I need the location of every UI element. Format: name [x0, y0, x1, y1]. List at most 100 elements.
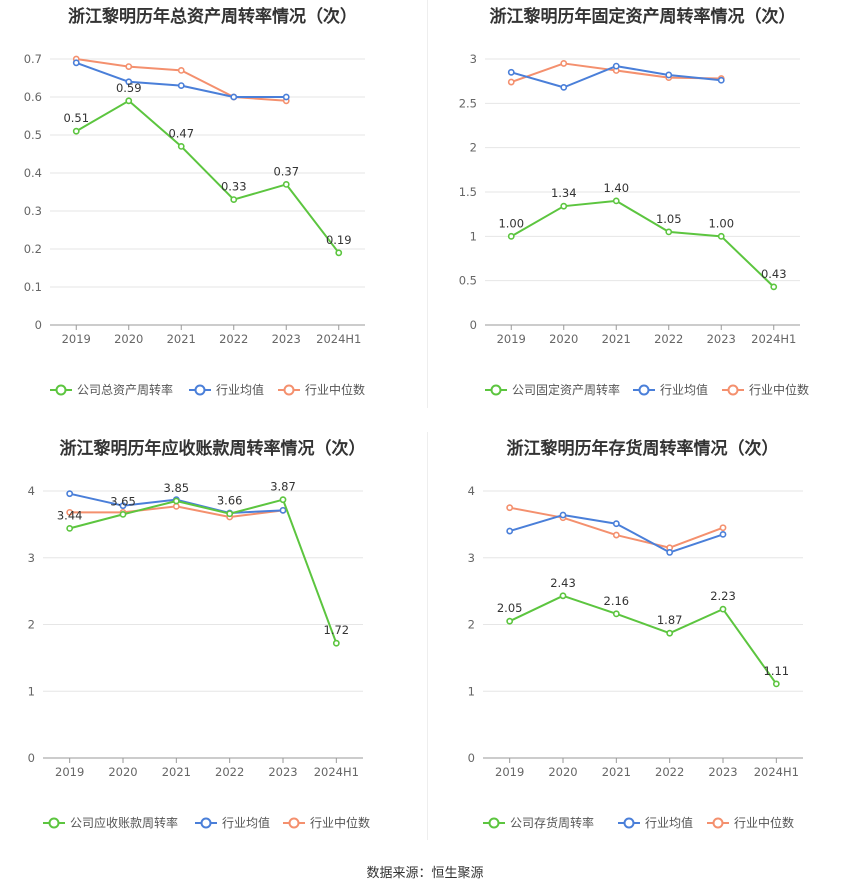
data-label: 1.72: [324, 623, 350, 637]
data-point: [612, 610, 620, 618]
data-label: 2.05: [497, 601, 523, 615]
x-tick-label: 2020: [549, 332, 578, 346]
x-tick-label: 2020: [114, 332, 143, 346]
data-label: 1.00: [708, 216, 734, 230]
chart-panel-total-assets: 浙江黎明历年总资产周转率情况（次） 0 0.1 0.2 0.3 0.4 0.5 0.6 0.7…: [0, 0, 425, 430]
chart-panel-receivables: 浙江黎明历年应收账款周转率情况（次） 0 1 2 3 4 2019 2020 2021 2022…: [0, 432, 425, 862]
y-tick-label: 0.3: [24, 204, 42, 218]
data-label: 3.85: [164, 481, 190, 495]
y-tick-label: 1.5: [459, 185, 477, 199]
data-point: [66, 508, 74, 516]
legend-label: 行业均值: [222, 815, 270, 830]
y-tick-label: 2: [470, 141, 477, 155]
x-tick-label: 2020: [548, 765, 577, 779]
data-point: [612, 62, 620, 70]
legend-label: 行业中位数: [305, 382, 365, 397]
legend-swatch-marker: [490, 384, 502, 396]
y-tick-label: 0: [468, 751, 475, 765]
panel-separator: [427, 0, 428, 408]
data-point: [125, 63, 133, 70]
data-label: 1.34: [551, 186, 577, 200]
data-point: [230, 93, 238, 101]
data-point: [612, 520, 620, 528]
data-label: 2.23: [710, 589, 736, 603]
series-line: [509, 594, 778, 685]
legend-label: 行业均值: [645, 815, 693, 830]
chart-panel-fixed-assets: 浙江黎明历年固定资产周转率情况（次） 0 0.5 1 1.5 2 2.5 3 2019 2020…: [430, 0, 850, 430]
data-label: 2.43: [550, 576, 576, 590]
chart-svg: 0 0.1 0.2 0.3 0.4 0.5 0.6 0.7 2019 2020 2021 2022 20…: [24, 52, 365, 397]
data-point: [230, 196, 238, 203]
series-line: [69, 498, 338, 644]
data-point: [559, 592, 567, 600]
x-tick-label: 2020: [108, 765, 137, 779]
data-label: 1.11: [764, 664, 790, 678]
data-point: [666, 549, 674, 556]
data-point: [612, 531, 620, 539]
data-point: [177, 142, 185, 150]
data-label: 3.44: [57, 508, 83, 522]
data-point: [125, 78, 133, 86]
data-point: [282, 180, 290, 188]
data-label: 0.51: [63, 111, 89, 125]
data-point: [560, 202, 568, 210]
legend-label: 行业均值: [216, 382, 264, 397]
chart-title: 浙江黎明历年应收账款周转率情况（次）: [59, 439, 366, 459]
data-point: [506, 504, 514, 512]
data-point: [612, 197, 620, 205]
x-tick-label: 2019: [62, 332, 91, 346]
data-point: [332, 639, 340, 647]
data-label: 1.05: [656, 212, 682, 226]
legend-swatch-marker: [488, 817, 500, 829]
y-tick-label: 2: [28, 618, 35, 632]
chart-panel-inventory: 浙江黎明历年存货周转率情况（次） 0 1 2 3 4 2019 2020 2021 2022 20…: [430, 432, 850, 862]
data-label: 0.19: [326, 233, 352, 247]
data-point: [172, 502, 180, 510]
data-point: [335, 249, 343, 257]
data-point: [119, 510, 127, 518]
data-point: [172, 497, 180, 505]
data-point: [719, 530, 727, 538]
legend-swatch-marker: [638, 384, 650, 396]
y-tick-label: 0: [35, 318, 42, 332]
x-tick-label: 2024H1: [314, 765, 359, 779]
data-point: [226, 510, 234, 518]
data-point: [177, 82, 185, 89]
data-source-note: 数据来源：恒生聚源: [366, 866, 484, 881]
x-tick-label: 2023: [268, 765, 297, 779]
data-label: 3.65: [110, 494, 136, 508]
data-point: [177, 67, 185, 74]
data-point: [665, 71, 673, 79]
chart-svg: 0 0.5 1 1.5 2 2.5 3 2019 2020 2021 2022 2023 2024H1 1…: [459, 52, 809, 397]
y-tick-label: 1: [28, 684, 35, 698]
data-point: [560, 60, 568, 67]
x-tick-label: 2023: [272, 332, 301, 346]
legend-swatch-marker: [55, 384, 67, 396]
legend-swatch-marker: [200, 817, 212, 829]
y-tick-label: 2.5: [459, 96, 477, 110]
x-tick-label: 2021: [602, 765, 631, 779]
y-tick-label: 3: [468, 551, 475, 565]
chart-title: 浙江黎明历年存货周转率情况（次）: [506, 439, 779, 459]
legend-label: 公司总资产周转率: [77, 382, 173, 397]
legend-label: 公司应收账款周转率: [70, 815, 178, 830]
data-point: [507, 68, 515, 76]
y-tick-label: 0.5: [24, 128, 42, 142]
data-label: 2.16: [604, 594, 630, 608]
x-tick-label: 2024H1: [751, 332, 796, 346]
legend-swatch-marker: [48, 817, 60, 829]
data-point: [125, 97, 133, 105]
x-tick-label: 2021: [602, 332, 631, 346]
y-tick-label: 4: [468, 484, 475, 498]
x-tick-label: 2024H1: [316, 332, 361, 346]
y-tick-label: 4: [28, 484, 35, 498]
x-tick-label: 2021: [162, 765, 191, 779]
data-point: [772, 680, 780, 688]
y-tick-label: 0.2: [24, 242, 42, 256]
data-label: 0.59: [116, 81, 142, 95]
data-point: [665, 228, 673, 236]
x-tick-label: 2019: [497, 332, 526, 346]
x-tick-label: 2024H1: [754, 765, 799, 779]
chart-title: 浙江黎明历年总资产周转率情况（次）: [68, 7, 357, 27]
series-line: [509, 506, 724, 549]
